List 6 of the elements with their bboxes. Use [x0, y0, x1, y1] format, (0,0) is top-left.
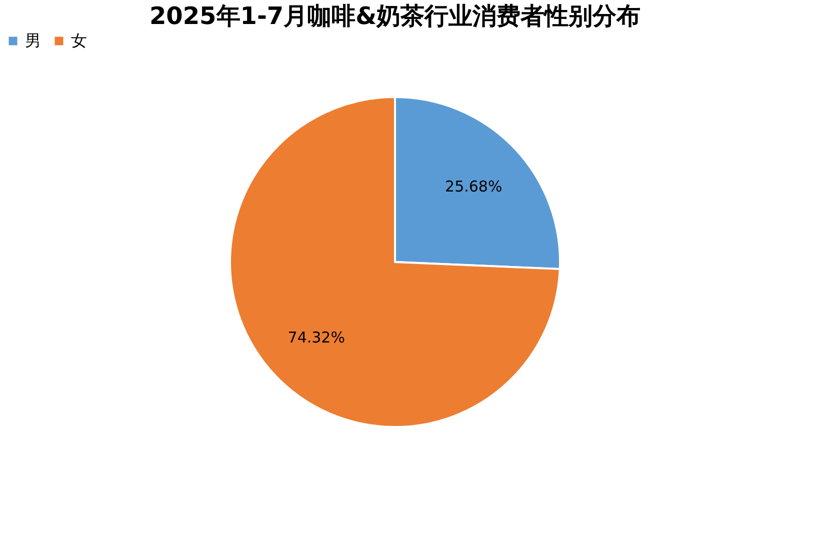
pie-slice — [229, 96, 561, 428]
chart-title: 2025年1-7月咖啡&奶茶行业消费者性别分布 — [149, 2, 641, 30]
data-label: 74.32% — [288, 328, 345, 346]
legend-label: 男 — [25, 31, 41, 50]
data-label: 25.68% — [445, 178, 502, 196]
legend-label: 女 — [71, 31, 87, 50]
